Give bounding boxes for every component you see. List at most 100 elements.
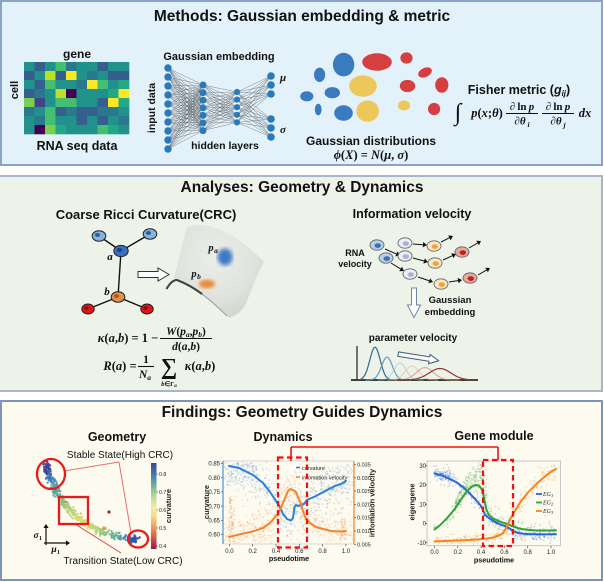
svg-text:0.4: 0.4: [477, 550, 486, 556]
svg-text:EG3: EG3: [542, 509, 554, 515]
svg-text:0.010: 0.010: [357, 529, 371, 535]
svg-text:0.030: 0.030: [357, 476, 371, 482]
svg-text:0.85: 0.85: [208, 462, 220, 468]
svg-text:0.6: 0.6: [500, 550, 509, 556]
svg-text:σ: σ: [33, 531, 39, 541]
svg-text:Analyses: Geometry & Dynamics: Analyses: Geometry & Dynamics: [181, 179, 424, 196]
svg-text:d(a,b): d(a,b): [172, 341, 200, 353]
svg-text:b: b: [104, 286, 110, 298]
svg-text:input data: input data: [146, 83, 158, 133]
svg-text:i: i: [527, 120, 530, 129]
svg-text:κ(a,b) = 1 −: κ(a,b) = 1 −: [98, 331, 158, 345]
svg-text:b∈Γa: b∈Γa: [161, 380, 177, 389]
svg-text:κ(a,b): κ(a,b): [185, 359, 216, 373]
svg-text:dx: dx: [579, 106, 592, 120]
svg-text:∑: ∑: [161, 354, 177, 379]
svg-text:0.8: 0.8: [159, 472, 166, 478]
svg-text:Gaussian: Gaussian: [429, 295, 472, 306]
svg-text:eigengene: eigengene: [408, 483, 417, 520]
svg-text:RNA: RNA: [345, 248, 365, 258]
svg-text:0.015: 0.015: [357, 516, 371, 522]
svg-text:Transition State(Low CRC): Transition State(Low CRC): [63, 556, 182, 567]
svg-text:pseudotime: pseudotime: [269, 554, 309, 563]
svg-text:Gaussian distributions: Gaussian distributions: [306, 134, 436, 148]
svg-text:infomation velocity: infomation velocity: [368, 468, 377, 537]
svg-text:0.4: 0.4: [159, 544, 166, 550]
svg-text:1: 1: [57, 550, 60, 556]
svg-text:30: 30: [419, 464, 426, 470]
svg-text:R(a) =: R(a) =: [102, 359, 136, 373]
svg-text:Dynamics: Dynamics: [253, 430, 312, 444]
svg-text:ϕ(X) = N(μ, σ): ϕ(X) = N(μ, σ): [334, 148, 409, 162]
svg-text:∂ ln p: ∂ ln p: [510, 101, 535, 113]
svg-text:a: a: [214, 246, 218, 255]
svg-text:0.020: 0.020: [357, 502, 371, 508]
svg-text:0.025: 0.025: [357, 489, 371, 495]
svg-text:Na: Na: [138, 369, 151, 382]
svg-text:infomation velocity: infomation velocity: [302, 476, 347, 482]
svg-text:20: 20: [419, 483, 426, 489]
svg-text:0.8: 0.8: [318, 549, 327, 555]
svg-text:a: a: [107, 251, 113, 263]
svg-text:j: j: [562, 121, 566, 130]
svg-text:0.6: 0.6: [295, 549, 304, 555]
svg-text:b: b: [197, 272, 201, 281]
svg-text:pseudotime: pseudotime: [474, 556, 514, 565]
svg-text:Gene module: Gene module: [454, 429, 533, 443]
svg-text:1.0: 1.0: [342, 549, 351, 555]
svg-text:1: 1: [39, 536, 42, 542]
svg-text:cell: cell: [9, 81, 21, 99]
svg-text:p(x;θ): p(x;θ): [470, 106, 503, 120]
svg-text:0.65: 0.65: [208, 519, 220, 525]
svg-text:1.0: 1.0: [547, 550, 556, 556]
svg-text:parameter velocity: parameter velocity: [369, 333, 458, 344]
svg-text:curvature: curvature: [202, 485, 211, 519]
svg-text:μ: μ: [279, 72, 286, 84]
svg-text:hidden layers: hidden layers: [191, 140, 259, 152]
svg-text:0.2: 0.2: [249, 549, 258, 555]
svg-text:0.2: 0.2: [454, 550, 463, 556]
svg-text:Coarse Ricci Curvature(CRC): Coarse Ricci Curvature(CRC): [56, 207, 237, 222]
svg-text:Gaussian embedding: Gaussian embedding: [163, 51, 274, 63]
svg-text:0.035: 0.035: [357, 463, 371, 469]
svg-text:curvature: curvature: [302, 466, 325, 472]
svg-text:0.0: 0.0: [225, 549, 234, 555]
svg-text:W(pa,pb): W(pa,pb): [166, 326, 206, 339]
svg-text:0.005: 0.005: [357, 542, 371, 548]
svg-text:curvature: curvature: [164, 489, 173, 523]
svg-text:EG2: EG2: [542, 501, 554, 507]
svg-text:Stable State(High CRC): Stable State(High CRC): [67, 450, 173, 461]
svg-text:Information velocity: Information velocity: [353, 207, 472, 221]
svg-text:embedding: embedding: [425, 307, 476, 318]
svg-text:velocity: velocity: [338, 259, 372, 269]
svg-text:-10: -10: [417, 541, 426, 547]
svg-text:0.5: 0.5: [159, 526, 166, 532]
svg-text:∂θ: ∂θ: [550, 116, 561, 128]
svg-text:σ: σ: [280, 124, 287, 136]
svg-text:p: p: [190, 269, 196, 280]
svg-text:0.75: 0.75: [208, 490, 220, 496]
svg-text:Fisher metric (gij): Fisher metric (gij): [468, 83, 570, 98]
svg-text:0.0: 0.0: [430, 550, 439, 556]
svg-text:0.4: 0.4: [272, 549, 281, 555]
svg-text:0.6: 0.6: [159, 508, 166, 514]
svg-text:∂θ: ∂θ: [514, 116, 525, 128]
svg-text:Geometry: Geometry: [88, 430, 146, 444]
svg-text:0.70: 0.70: [208, 504, 220, 510]
svg-text:∂ ln p: ∂ ln p: [546, 101, 571, 113]
svg-text:∫: ∫: [453, 100, 463, 127]
svg-text:Findings: Geometry Guides Dyna: Findings: Geometry Guides Dynamics: [162, 404, 443, 421]
svg-text:RNA seq data: RNA seq data: [37, 139, 119, 153]
svg-text:10: 10: [419, 502, 426, 508]
svg-text:p: p: [207, 243, 213, 254]
svg-text:Methods: Gaussian embedding &: Methods: Gaussian embedding & metric: [154, 8, 451, 25]
svg-text:1: 1: [143, 354, 149, 366]
svg-text:μ: μ: [50, 545, 56, 555]
svg-text:0.7: 0.7: [159, 490, 166, 496]
svg-text:0: 0: [423, 522, 427, 528]
svg-text:0.80: 0.80: [208, 476, 220, 482]
svg-text:0.60: 0.60: [208, 533, 220, 539]
svg-text:EG1: EG1: [542, 492, 553, 498]
svg-text:0.8: 0.8: [524, 550, 533, 556]
svg-text:gene: gene: [63, 47, 91, 61]
